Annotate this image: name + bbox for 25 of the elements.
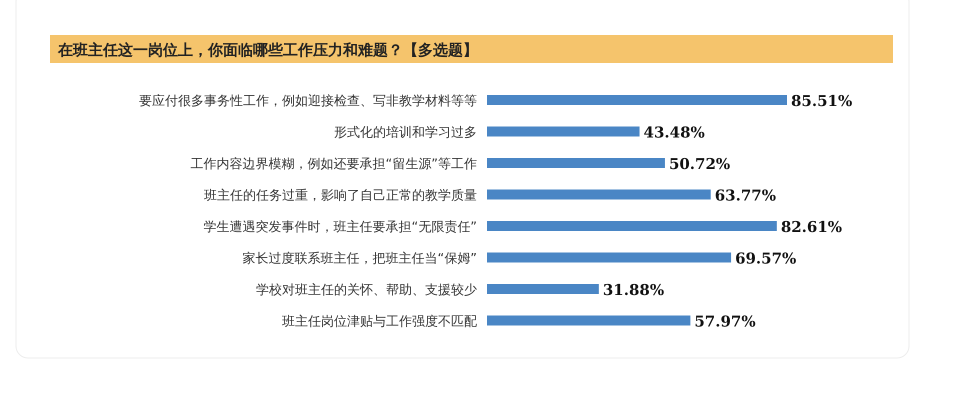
y-tick-label: 家长过度联系班主任，把班主任当“保姆” [242,250,477,266]
bar [487,126,640,136]
y-tick-label: 班主任岗位津贴与工作强度不匹配 [282,314,477,330]
data-label: 31.88% [602,281,664,299]
bar [487,221,777,231]
y-tick-label: 工作内容边界模糊，例如还要承担“留生源”等工作 [190,156,477,172]
y-tick-label: 班主任的任务过重，影响了自己正常的教学质量 [204,188,477,204]
data-label: 82.61% [780,218,842,236]
data-label: 63.77% [714,186,776,204]
bar [487,190,711,200]
data-label: 50.72% [668,155,730,173]
y-tick-label: 学校对班主任的关怀、帮助、支援较少 [256,282,477,298]
text: 在班主任这一岗位上，你面临哪些工作压力和难题？【多选题】 [57,41,478,59]
bar [487,158,665,168]
bar [487,95,787,105]
data-label: 43.48% [644,124,705,142]
data-label: 57.97% [694,312,756,330]
bar [487,284,599,294]
y-tick-label: 学生遭遇突发事件时，班主任要承担“无限责任” [204,219,477,235]
data-label: 85.51% [791,92,852,110]
bar [487,252,732,262]
y-tick-label: 要应付很多事务性工作，例如迎接检查、写非教学材料等等 [139,93,477,109]
y-tick-label: 形式化的培训和学习过多 [334,126,477,140]
bar [487,316,690,326]
data-label: 69.57% [735,250,796,268]
